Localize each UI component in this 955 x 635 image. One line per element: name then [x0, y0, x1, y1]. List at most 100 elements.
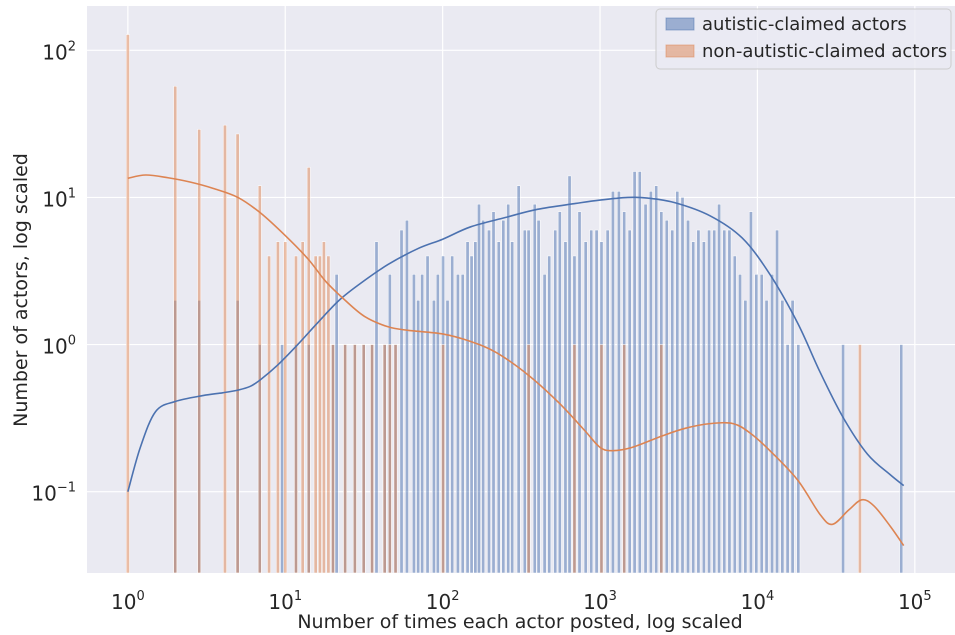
histogram-bar	[477, 203, 481, 574]
histogram-bar	[594, 229, 599, 574]
histogram-bar	[306, 167, 311, 574]
histogram-bar	[412, 274, 416, 574]
histogram-bar	[456, 274, 460, 574]
x-tick-label: 103	[583, 589, 617, 614]
histogram-bar	[294, 255, 298, 574]
legend-box	[655, 8, 952, 70]
x-tick-label: 100	[111, 589, 145, 614]
histogram-bar	[622, 344, 627, 574]
histogram-bar	[235, 133, 240, 574]
histogram-bar	[223, 124, 227, 574]
histogram-bar	[696, 229, 701, 574]
histogram-bar	[702, 241, 706, 574]
histogram-bar	[675, 191, 680, 574]
histogram-bar	[334, 274, 339, 574]
histogram-bar	[532, 203, 537, 574]
histogram-bar	[267, 255, 271, 574]
histogram-bar	[526, 344, 531, 574]
histogram-bar	[670, 229, 675, 574]
histogram-bar	[510, 241, 515, 574]
histogram-bar	[759, 274, 764, 574]
histogram-bar	[611, 191, 615, 574]
histogram-bar	[732, 255, 737, 574]
histogram-bar	[318, 255, 322, 574]
histogram-bar	[605, 229, 610, 574]
histogram-bar	[441, 344, 445, 574]
histogram-bar	[627, 229, 632, 574]
histogram-bar	[577, 211, 582, 574]
histogram-bar	[858, 344, 862, 574]
histogram-bar	[722, 229, 727, 574]
histogram-bar	[445, 300, 450, 574]
histogram-bar	[491, 211, 496, 574]
histogram-bar	[374, 241, 379, 574]
histogram-bar	[654, 185, 659, 574]
histogram-bar	[425, 255, 430, 574]
histogram-bar	[649, 191, 653, 574]
histogram-bar	[465, 241, 470, 574]
histogram-bar	[370, 344, 374, 574]
kde-line-series-0	[127, 196, 905, 492]
histogram-bar	[572, 344, 577, 574]
histogram-bar	[599, 344, 604, 574]
histogram-bar	[785, 344, 790, 574]
histogram-bar	[283, 241, 288, 574]
histogram-bar	[841, 344, 845, 574]
histogram-bar	[770, 274, 774, 574]
y-axis-title: Number of actors, log scaled	[10, 153, 32, 427]
histogram-bar	[331, 344, 335, 574]
histogram-bar	[643, 203, 648, 574]
histogram-bar	[501, 219, 506, 574]
legend-swatch-non-autistic	[665, 44, 695, 58]
histogram-bar	[557, 211, 562, 574]
y-tick-label: 102	[42, 39, 76, 64]
histogram-bar	[469, 255, 474, 574]
histogram-bar	[775, 229, 779, 574]
x-tick-label: 105	[898, 589, 932, 614]
x-tick-label: 102	[426, 589, 460, 614]
histogram-bar	[516, 185, 521, 574]
bars	[125, 34, 904, 574]
legend: autistic-claimed actors non-autistic-cla…	[655, 8, 952, 70]
histogram-bar	[322, 241, 326, 574]
histogram-bar	[387, 344, 392, 574]
histogram-bar	[780, 300, 785, 574]
histogram-bar	[343, 344, 347, 574]
histogram-bar	[707, 229, 711, 574]
histogram-bar	[583, 241, 588, 574]
histogram-bar	[659, 344, 664, 574]
legend-label-autistic: autistic-claimed actors	[702, 14, 907, 35]
histogram-bar	[435, 274, 440, 574]
legend-swatch-autistic	[665, 17, 695, 31]
histogram-bar	[276, 241, 280, 574]
y-tick-label: 10−1	[31, 481, 76, 506]
histogram-bar	[125, 34, 130, 574]
histogram-bar	[738, 274, 742, 574]
histogram-bar	[637, 171, 642, 574]
x-axis-ticks: 100 101 102 103 104 105	[111, 589, 932, 614]
histogram-bar	[481, 219, 486, 574]
histogram-bar	[460, 274, 465, 574]
y-tick-label: 100	[42, 334, 76, 359]
histogram-bar	[420, 274, 425, 574]
histogram-bar	[353, 344, 357, 574]
histogram-bar	[727, 229, 732, 574]
histogram-bar	[717, 203, 721, 574]
y-tick-label: 101	[42, 186, 76, 211]
histogram-bar	[197, 129, 202, 574]
histogram-bar	[416, 300, 421, 574]
histogram-bar	[280, 344, 284, 574]
histogram-bar	[173, 85, 178, 574]
histogram-bar	[522, 229, 527, 574]
histogram-bar	[664, 219, 669, 574]
kde-line-series-1	[127, 174, 905, 547]
histogram-bar	[450, 255, 455, 574]
histogram-bar	[680, 197, 685, 574]
histogram-bar	[313, 255, 318, 574]
histogram-bar	[405, 219, 409, 574]
histogram-bar	[326, 255, 331, 574]
y-axis-ticks: 10−1 100 101 102	[31, 39, 76, 505]
histogram-bar	[617, 191, 621, 574]
histogram-bar	[399, 229, 404, 574]
